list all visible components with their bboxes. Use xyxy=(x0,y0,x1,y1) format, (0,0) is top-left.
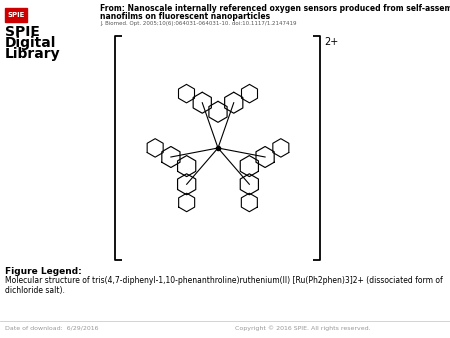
Text: nanofilms on fluorescent nanoparticles: nanofilms on fluorescent nanoparticles xyxy=(100,12,270,21)
Text: Molecular structure of tris(4,7-diphenyl-1,10-phenanthroline)ruthenium(II) [Ru(P: Molecular structure of tris(4,7-diphenyl… xyxy=(5,276,443,295)
Text: Date of download:  6/29/2016: Date of download: 6/29/2016 xyxy=(5,325,99,330)
Text: J. Biomed. Opt. 2005;10(6):064031-064031-10. doi:10.1117/1.2147419: J. Biomed. Opt. 2005;10(6):064031-064031… xyxy=(100,21,297,26)
Text: From: Nanoscale internally referenced oxygen sensors produced from self-assemble: From: Nanoscale internally referenced ox… xyxy=(100,4,450,13)
Text: SPIE: SPIE xyxy=(5,25,40,39)
Text: SPIE: SPIE xyxy=(7,12,25,18)
Bar xyxy=(5,8,27,22)
Text: Figure Legend:: Figure Legend: xyxy=(5,267,82,276)
Text: Library: Library xyxy=(5,47,61,61)
Text: Copyright © 2016 SPIE. All rights reserved.: Copyright © 2016 SPIE. All rights reserv… xyxy=(235,325,371,331)
Text: 2+: 2+ xyxy=(324,37,338,47)
Text: Digital: Digital xyxy=(5,36,56,50)
